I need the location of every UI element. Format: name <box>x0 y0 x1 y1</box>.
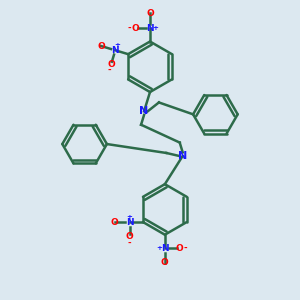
Text: N: N <box>126 218 134 226</box>
Text: O: O <box>176 244 184 253</box>
Text: +: + <box>157 245 162 251</box>
Text: -: - <box>184 244 188 253</box>
Text: N: N <box>112 46 119 55</box>
Text: O: O <box>126 232 134 242</box>
Text: O: O <box>97 41 105 50</box>
Text: +: + <box>152 25 158 31</box>
Text: N: N <box>146 24 154 33</box>
Text: O: O <box>131 24 139 33</box>
Text: O: O <box>146 9 154 18</box>
Text: N: N <box>178 151 187 161</box>
Text: -: - <box>107 66 111 75</box>
Text: -: - <box>128 24 131 33</box>
Text: -: - <box>128 238 131 247</box>
Text: N: N <box>161 244 169 253</box>
Text: +: + <box>127 214 133 220</box>
Text: O: O <box>161 258 169 267</box>
Text: O: O <box>111 218 118 226</box>
Text: O: O <box>107 60 115 69</box>
Text: N: N <box>140 106 149 116</box>
Text: +: + <box>114 42 120 48</box>
